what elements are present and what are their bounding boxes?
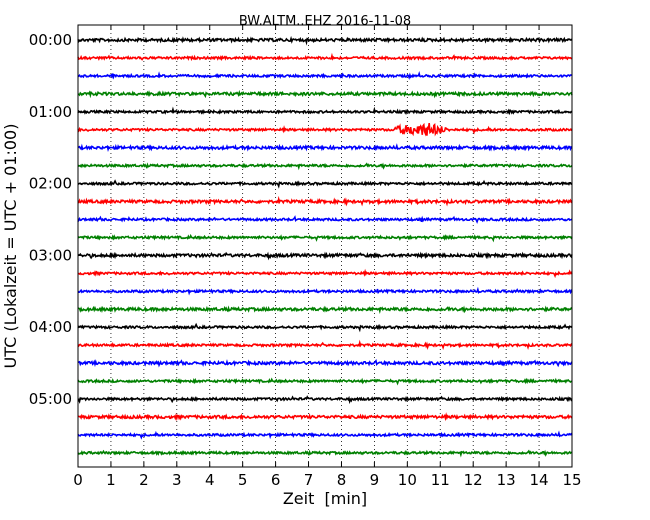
x-tick-label: 2 (139, 471, 149, 489)
y-tick-label: 04:00 (29, 318, 72, 336)
trace-0130 (77, 143, 573, 153)
trace-0400 (77, 322, 573, 333)
trace-0330 (77, 286, 573, 296)
trace-0530 (77, 430, 573, 440)
trace-0300 (77, 251, 573, 261)
x-tick-label: 0 (73, 471, 83, 489)
y-tick-label: 05:00 (29, 390, 72, 408)
x-tick-label: 7 (304, 471, 314, 489)
x-tick-label: 1 (106, 471, 116, 489)
chart-title: BW.ALTM..EHZ 2016-11-08 (239, 14, 411, 29)
y-tick-label: 00:00 (29, 31, 72, 49)
trace-0200 (77, 179, 573, 189)
trace-0315 (77, 268, 573, 279)
x-tick-label: 12 (464, 471, 483, 489)
y-tick-label: 03:00 (29, 246, 72, 264)
trace-0015 (77, 52, 573, 62)
x-tick-label: 8 (337, 471, 347, 489)
x-tick-label: 5 (238, 471, 248, 489)
x-tick-label: 6 (271, 471, 281, 489)
x-tick-label: 10 (398, 471, 417, 489)
trace-0545 (77, 449, 573, 458)
trace-0045 (77, 89, 573, 99)
trace-0100 (77, 106, 573, 116)
grid-lines (110, 25, 540, 467)
trace-0515 (77, 412, 573, 422)
trace-0245 (77, 233, 573, 243)
trace-0445 (77, 377, 573, 386)
y-tick-label: 01:00 (29, 103, 72, 121)
trace-0215 (77, 195, 573, 207)
trace-0000 (77, 35, 573, 46)
x-tick-label: 3 (172, 471, 182, 489)
tick-group: 0 1 2 3 4 5 6 7 8 9 10 11 12 13 14 1500:0001:0002:0003:… (29, 25, 582, 489)
x-tick-label: 13 (497, 471, 516, 489)
x-tick-label: 14 (530, 471, 549, 489)
y-tick-label: 02:00 (29, 175, 72, 193)
y-axis-label: UTC (Lokalzeit = UTC + 01:00) (1, 124, 20, 369)
x-tick-label: 15 (562, 471, 581, 489)
trace-0430 (77, 358, 573, 368)
x-tick-label: 4 (205, 471, 215, 489)
x-tick-label: 9 (370, 471, 380, 489)
trace-0415 (77, 339, 573, 351)
trace-0345 (77, 305, 573, 315)
trace-0115 (77, 122, 573, 137)
plot-frame (77, 24, 573, 468)
trace-0500 (77, 395, 573, 405)
x-tick-label: 11 (431, 471, 450, 489)
trace-0145 (77, 162, 573, 171)
x-axis-label: Zeit [min] (283, 489, 367, 508)
trace-group (77, 35, 573, 458)
trace-0230 (77, 215, 573, 224)
trace-0030 (77, 70, 573, 80)
